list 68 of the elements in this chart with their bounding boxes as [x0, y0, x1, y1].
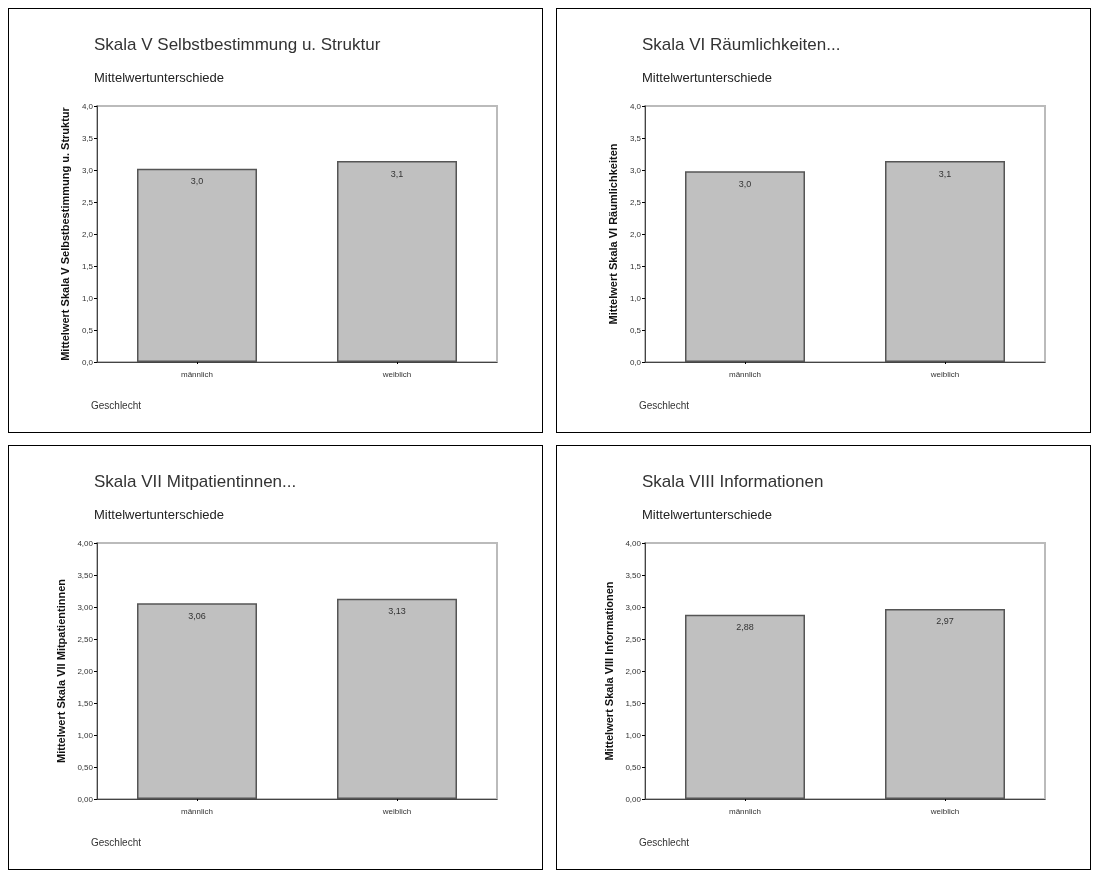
x-tick-label: männlich: [728, 369, 762, 379]
y-tick-label: 2,0: [81, 229, 94, 239]
chart-title: Skala VI Räumlichkeiten...: [642, 35, 841, 54]
y-tick-label: 1,0: [81, 293, 94, 303]
y-tick-label: 1,50: [77, 698, 94, 708]
y-tick-label: 2,00: [625, 666, 642, 676]
data-label: 3,1: [938, 168, 952, 179]
data-label: 2,97: [936, 616, 954, 627]
chart-title: Skala V Selbstbestimmung u. Struktur: [94, 35, 381, 54]
chart-subtitle: Mittelwertunterschiede: [94, 507, 225, 522]
y-tick-label: 2,00: [77, 666, 94, 676]
y-tick-label: 3,0: [629, 165, 642, 175]
y-tick-label: 1,5: [629, 261, 642, 271]
x-tick-label: männlich: [728, 806, 762, 816]
y-tick-label: 0,0: [81, 357, 94, 367]
y-tick-label: 1,50: [625, 698, 642, 708]
x-tick-label: männlich: [180, 806, 214, 816]
data-label: 3,13: [388, 606, 406, 617]
y-tick-label: 1,00: [625, 730, 642, 740]
y-tick-label: 3,00: [77, 602, 94, 612]
y-tick-label: 0,5: [81, 325, 94, 335]
y-tick-label: 0,5: [629, 325, 642, 335]
y-tick-label: 3,0: [81, 165, 94, 175]
data-label: 3,0: [190, 176, 204, 187]
x-tick-label: weiblich: [929, 806, 960, 816]
y-tick-label: 0,00: [625, 794, 642, 804]
y-tick-label: 0,0: [629, 357, 642, 367]
y-tick-label: 3,5: [81, 133, 94, 143]
y-tick-label: 1,00: [77, 730, 94, 740]
y-tick-label: 2,5: [81, 197, 94, 207]
data-label: 3,06: [188, 610, 206, 621]
y-axis-title: Mittelwert Skala VIII Informationen: [603, 581, 616, 761]
y-tick-label: 2,5: [629, 197, 642, 207]
data-label: 3,1: [390, 168, 404, 179]
chart-title: Skala VIII Informationen: [642, 472, 824, 491]
y-tick-label: 3,5: [629, 133, 642, 143]
chart-subtitle: Mittelwertunterschiede: [642, 507, 773, 522]
y-tick-label: 3,00: [625, 602, 642, 612]
y-tick-label: 1,5: [81, 261, 94, 271]
x-axis-title: Geschlecht: [91, 836, 142, 848]
chart-subtitle: Mittelwertunterschiede: [94, 70, 225, 85]
y-tick-label: 0,50: [77, 762, 94, 772]
y-tick-label: 4,0: [81, 101, 94, 111]
y-axis-title: Mittelwert Skala V Selbstbestimmung u. Struktur: [59, 106, 72, 361]
chart-subtitle: Mittelwertunterschiede: [642, 70, 773, 85]
y-tick-label: 2,50: [625, 634, 642, 644]
y-tick-label: 0,00: [77, 794, 94, 804]
y-tick-label: 2,0: [629, 229, 642, 239]
y-tick-label: 0,50: [625, 762, 642, 772]
y-axis-title: Mittelwert Skala VI Räumlichkeiten: [607, 143, 620, 325]
x-axis-title: Geschlecht: [639, 399, 690, 411]
y-tick-label: 4,0: [629, 101, 642, 111]
y-tick-label: 4,00: [625, 538, 642, 548]
y-tick-label: 4,00: [77, 538, 94, 548]
x-tick-label: männlich: [180, 369, 214, 379]
x-axis-title: Geschlecht: [639, 836, 690, 848]
y-axis-title: Mittelwert Skala VII Mitpatientinnen: [55, 578, 68, 763]
x-axis-title: Geschlecht: [91, 399, 142, 411]
y-tick-label: 2,50: [77, 634, 94, 644]
data-label: 2,88: [736, 622, 754, 633]
x-tick-label: weiblich: [929, 369, 960, 379]
y-tick-label: 3,50: [77, 570, 94, 580]
chart-title: Skala VII Mitpatientinnen...: [94, 472, 297, 491]
x-tick-label: weiblich: [381, 369, 412, 379]
data-label: 3,0: [738, 178, 752, 189]
y-tick-label: 3,50: [625, 570, 642, 580]
y-tick-label: 1,0: [629, 293, 642, 303]
x-tick-label: weiblich: [381, 806, 412, 816]
